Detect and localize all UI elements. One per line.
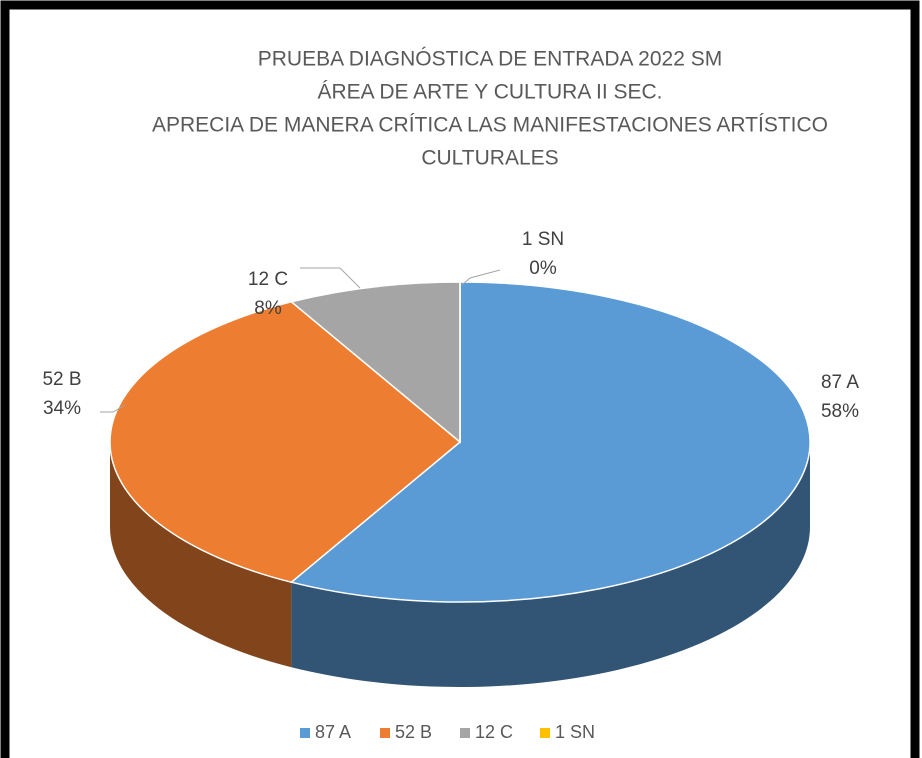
chart-title: CULTURALES <box>421 147 558 170</box>
data-label-category: 1 SN <box>522 229 564 250</box>
legend-label: 12 C <box>475 722 513 742</box>
leader-line <box>100 404 126 413</box>
slice-side <box>110 442 292 668</box>
data-label-category: 52 B <box>42 369 81 390</box>
chart-title: ÁREA DE ARTE Y CULTURA II SEC. <box>317 81 662 104</box>
data-label-category: 87 A <box>821 372 859 393</box>
data-label-value: 34% <box>43 398 81 419</box>
data-label-value: 8% <box>254 298 282 319</box>
pie-slice <box>109 300 462 584</box>
pie-slice <box>289 281 811 603</box>
data-label-value: 0% <box>529 258 557 279</box>
chart-title: PRUEBA DIAGNÓSTICA DE ENTRADA 2022 SM <box>258 48 722 71</box>
slice-side <box>291 442 810 688</box>
data-label-category: 12 C <box>248 269 288 290</box>
legend-swatch <box>300 728 310 738</box>
legend-swatch <box>460 728 470 738</box>
legend-label: 87 A <box>315 722 351 742</box>
leader-line <box>300 267 361 289</box>
data-label-value: 58% <box>821 401 859 422</box>
leader-line <box>461 269 501 286</box>
legend-swatch <box>540 728 550 738</box>
legend-swatch <box>380 728 390 738</box>
pie-slice <box>289 281 461 444</box>
legend-label: 52 B <box>395 722 432 742</box>
chart-title: APRECIA DE MANERA CRÍTICA LAS MANIFESTAC… <box>152 114 828 137</box>
legend-label: 1 SN <box>555 722 595 742</box>
